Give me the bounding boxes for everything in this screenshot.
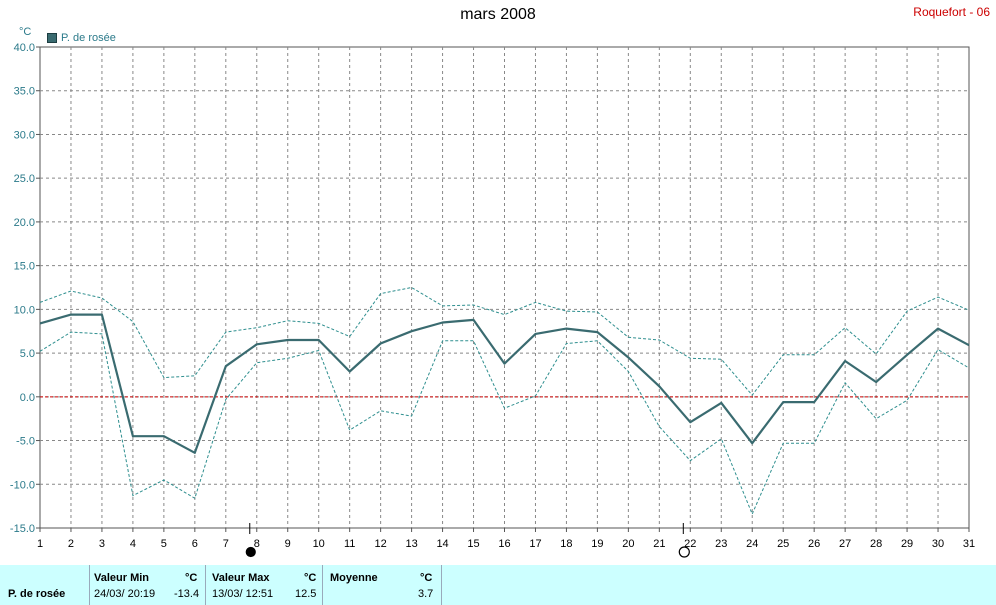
new-moon-icon (678, 546, 690, 558)
x-tick-label: 19 (591, 538, 603, 550)
x-tick-label: 26 (808, 538, 820, 550)
footer-mean-unit: °C (420, 572, 433, 584)
y-tick-label: 10.0 (14, 304, 35, 316)
x-tick-label: 24 (746, 538, 758, 550)
x-tick-label: 29 (901, 538, 913, 550)
y-tick-label: 15.0 (14, 261, 35, 273)
footer-series-label: P. de rosée (8, 588, 66, 600)
footer-min-label: Valeur Min (94, 572, 150, 584)
x-tick-label: 4 (130, 538, 136, 550)
x-tick-label: 2 (68, 538, 74, 550)
x-tick-label: 14 (436, 538, 448, 550)
chart-title: mars 2008 (460, 6, 536, 23)
x-tick-label: 15 (467, 538, 479, 550)
x-tick-label: 17 (529, 538, 541, 550)
x-tick-label: 5 (161, 538, 167, 550)
x-tick-label: 21 (653, 538, 665, 550)
footer-series-cell: P. de rosée (0, 565, 90, 605)
series-line-mean (39, 313, 970, 454)
footer-max-unit: °C (304, 572, 317, 584)
footer-mean-cell: Moyenne °C 3.7 (323, 565, 442, 605)
footer-min-date: 24/03/ 20:19 (94, 588, 156, 600)
footer-max-value: 12.5 (295, 588, 317, 600)
x-tick-label: 25 (777, 538, 789, 550)
footer-mean-label: Moyenne (330, 572, 378, 584)
x-tick-label: 8 (254, 538, 260, 550)
x-tick-label: 6 (192, 538, 198, 550)
dewpoint-chart: 40.0 35.0 30.0 25.0 20.0 15.0 10.0 5.0 0.0 -5.0 -1… (10, 42, 975, 558)
y-tick-label: 20.0 (14, 217, 35, 229)
x-tick-label: 9 (285, 538, 291, 550)
x-tick-label: 27 (839, 538, 851, 550)
x-tick-label: 7 (223, 538, 229, 550)
x-tick-label: 3 (99, 538, 105, 550)
legend: P. de rosée (47, 32, 116, 44)
y-unit-label: °C (19, 26, 32, 38)
summary-footer: P. de rosée Valeur Min °C 24/03/ 20:19 -… (0, 565, 996, 605)
x-tick-label: 13 (405, 538, 417, 550)
y-tick-label: -10.0 (10, 479, 35, 491)
x-tick-label: 10 (313, 538, 325, 550)
footer-max-label: Valeur Max (212, 572, 270, 584)
x-tick-label: 16 (498, 538, 510, 550)
y-tick-label: 0.0 (20, 392, 35, 404)
series-line-max (39, 286, 970, 396)
x-tick-label: 12 (375, 538, 387, 550)
x-tick-label: 1 (37, 538, 43, 550)
full-moon-icon (245, 546, 256, 558)
y-tick-label: -15.0 (10, 523, 35, 535)
x-tick-label: 28 (870, 538, 882, 550)
y-tick-label: 5.0 (20, 348, 35, 360)
x-tick-label: 11 (344, 538, 355, 550)
footer-max-date: 13/03/ 12:51 (212, 588, 274, 600)
footer-mean-value: 3.7 (418, 588, 434, 600)
y-tick-label: 25.0 (14, 173, 35, 185)
x-tick-label: 23 (715, 538, 727, 550)
x-tick-label: 30 (932, 538, 944, 550)
x-tick-label: 18 (560, 538, 572, 550)
legend-label: P. de rosée (61, 32, 116, 44)
y-tick-label: 30.0 (14, 129, 35, 141)
x-tick-label: 31 (963, 538, 975, 550)
x-tick-label: 22 (684, 538, 696, 550)
station-name: Roquefort - 06 (913, 5, 990, 19)
x-tick-label: 20 (622, 538, 634, 550)
footer-min-unit: °C (185, 572, 198, 584)
legend-swatch (47, 33, 57, 43)
series-line-min (39, 331, 970, 516)
y-tick-label: 35.0 (14, 86, 35, 98)
footer-max-cell: Valeur Max °C 13/03/ 12:51 12.5 (206, 565, 323, 605)
y-tick-label: -5.0 (16, 436, 35, 448)
footer-min-value: -13.4 (174, 588, 200, 600)
footer-min-cell: Valeur Min °C 24/03/ 20:19 -13.4 (90, 565, 206, 605)
y-tick-label: 40.0 (14, 42, 35, 54)
